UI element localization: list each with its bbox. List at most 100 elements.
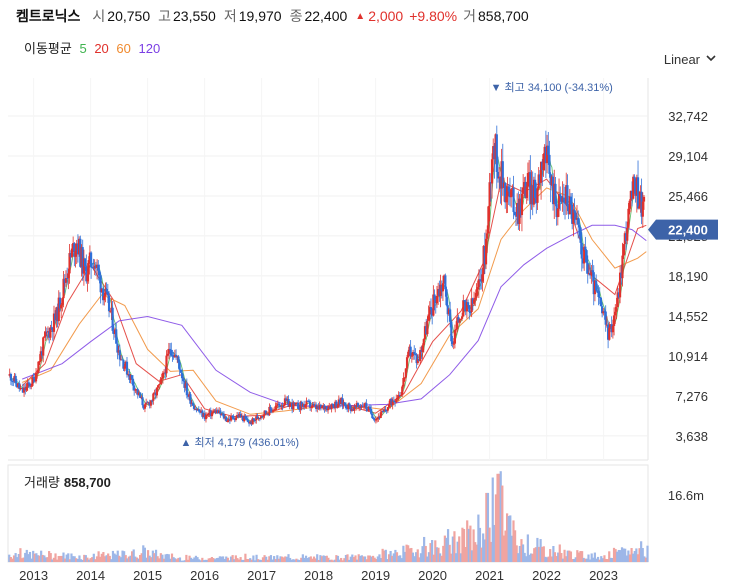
candle-body (628, 200, 631, 209)
volume-bar (359, 555, 362, 562)
candle-body (359, 406, 362, 408)
volume-bar (209, 558, 212, 562)
ma-60[interactable]: 60 (116, 41, 131, 56)
volume-bar (485, 492, 488, 562)
volume-bar (180, 560, 183, 562)
max-price-annotation: ▼ 최고 34,100 (-34.31%) (491, 81, 613, 94)
volume-bar (518, 545, 521, 562)
candle-body (640, 191, 643, 217)
moving-average-legend[interactable]: 이동평균 5 20 60 120 (24, 38, 164, 57)
volume-bar (108, 555, 111, 562)
candle-body (300, 401, 303, 407)
candle-body (450, 321, 453, 342)
candle-body (518, 198, 521, 224)
volume-bar (502, 535, 506, 562)
volume-bar (643, 556, 646, 562)
candle-body (46, 331, 50, 333)
volume-bar (400, 558, 403, 562)
current-price-label: 22,400 (668, 223, 708, 238)
volume-bar (293, 559, 296, 562)
volume-bar (9, 557, 12, 562)
ma-5[interactable]: 5 (79, 41, 87, 56)
volume-bar (384, 549, 387, 562)
candle-body (346, 408, 349, 410)
candle-body (553, 183, 556, 205)
volume-bar (140, 553, 143, 562)
volume-bar (438, 553, 442, 562)
volume-bar (295, 558, 298, 562)
volume-bar (513, 530, 517, 562)
candle-body (267, 413, 270, 415)
candle-body (247, 421, 251, 424)
candle-body (531, 185, 534, 205)
volume-bar (35, 553, 38, 562)
volume-bar (279, 556, 282, 562)
candle-body (410, 355, 413, 357)
ma-line-ma20 (21, 178, 647, 418)
volume-bars (8, 471, 649, 562)
volume-bar (335, 555, 338, 562)
volume-bar (28, 551, 32, 562)
volume-bar (391, 555, 394, 562)
x-tick-label: 2022 (532, 568, 561, 583)
ma-line-ma60 (22, 187, 647, 415)
candle-body (577, 218, 580, 225)
candle-body (439, 284, 442, 296)
volume-bar (550, 556, 553, 562)
candle-body (462, 300, 465, 317)
candle-body (516, 203, 519, 217)
candle-body (210, 412, 214, 417)
volume-bar (338, 559, 341, 562)
candle-body (393, 401, 397, 403)
volume-panel-title: 거래량 (24, 475, 60, 490)
candle-body (617, 292, 620, 298)
stock-name: 켐트로닉스 (16, 8, 81, 24)
volume-bar (450, 553, 453, 562)
scale-dropdown[interactable]: Linear (664, 52, 716, 67)
candle-body (572, 209, 575, 224)
candle-body (444, 275, 447, 290)
volume-bar (220, 556, 223, 562)
volume-bar (585, 558, 588, 562)
candle-body (432, 294, 435, 316)
volume-bar (234, 555, 237, 562)
candle-body (237, 415, 240, 418)
candle-body (98, 270, 101, 276)
candle-body (139, 392, 142, 398)
volume-bar (399, 555, 402, 562)
current-price-tag (648, 219, 718, 240)
candle-body (470, 298, 473, 313)
candle-body (445, 289, 448, 306)
volume-bar (545, 557, 549, 562)
x-tick-label: 2017 (247, 568, 276, 583)
candle-body (178, 362, 181, 370)
candle-body (78, 238, 81, 255)
candle-body (464, 301, 467, 312)
volume-bar (370, 556, 373, 562)
volume-bar (362, 556, 365, 562)
candle-body (134, 389, 137, 391)
volume-bar (482, 533, 485, 562)
volume-bar (459, 553, 462, 562)
candle-body (453, 329, 457, 344)
volume-bar (448, 544, 451, 562)
volume-bar (521, 544, 525, 562)
ma-20[interactable]: 20 (94, 41, 109, 56)
candle-body (24, 387, 27, 391)
candle-body (586, 262, 589, 274)
volume-bar (568, 550, 571, 562)
volume-bar (71, 556, 75, 562)
candle-body (366, 408, 369, 411)
volume-bar (257, 559, 260, 562)
ma-120[interactable]: 120 (138, 41, 161, 56)
high-value: 23,550 (173, 8, 216, 24)
volume-bar (99, 556, 102, 562)
candle-body (499, 176, 502, 189)
candle-body (312, 404, 315, 406)
candle-body (269, 406, 272, 410)
candle-body (116, 343, 119, 353)
volume-bar (435, 547, 438, 562)
candle-body (528, 172, 531, 174)
candle-body (147, 402, 150, 404)
